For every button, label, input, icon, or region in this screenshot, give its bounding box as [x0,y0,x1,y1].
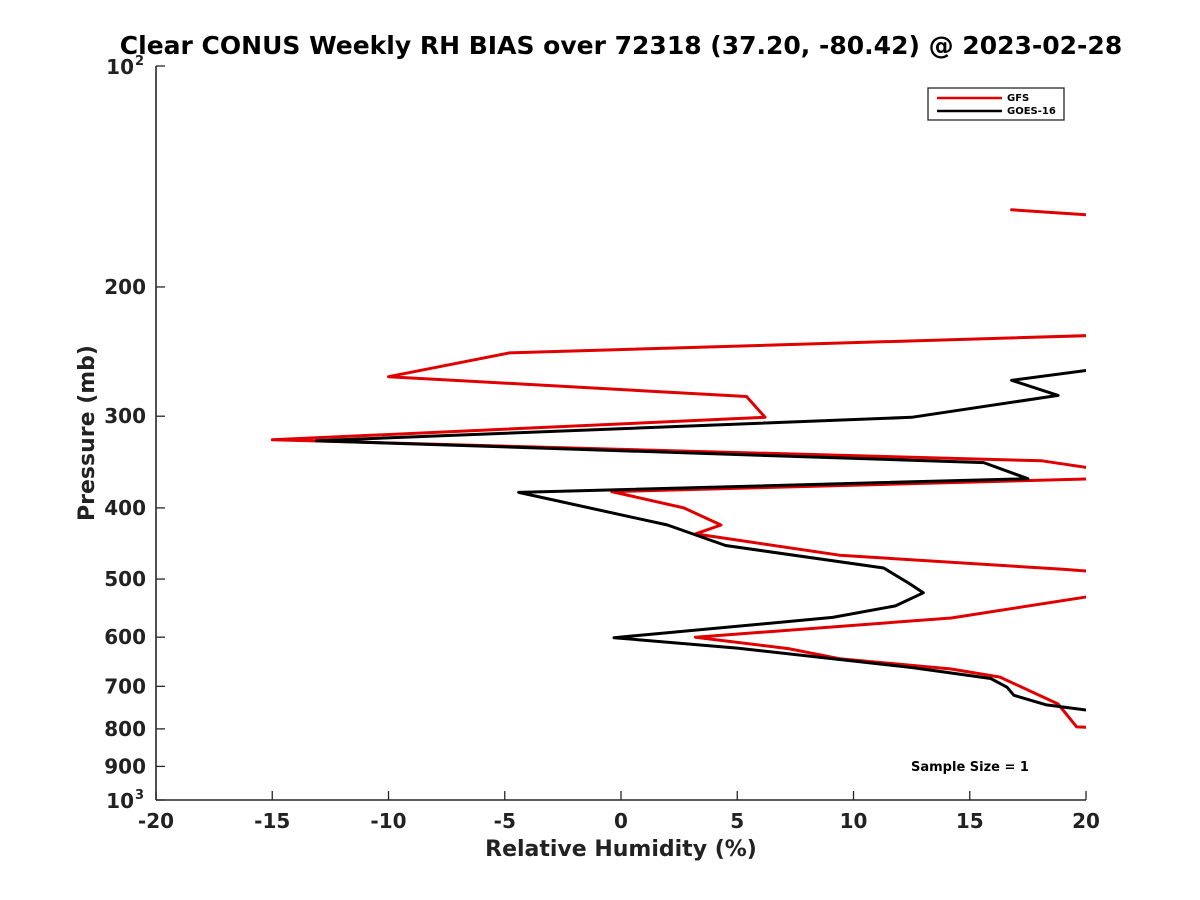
x-tick-label: -20 [138,809,174,833]
series-line-gfs [270,208,1086,729]
y-tick-label: 900 [104,754,146,778]
y-tick-label: 400 [104,496,146,520]
legend-box [927,87,1065,121]
y-tick-label: 500 [104,567,146,591]
x-axis-label: Relative Humidity (%) [485,837,757,862]
y-tick-label-base: 10 [106,55,134,79]
x-tick-label: 5 [730,809,744,833]
y-tick-label-base: 10 [106,789,134,813]
x-tick-label: -5 [494,809,516,833]
y-tick-label-exponent: 3 [135,788,144,803]
x-tick-label: 10 [840,809,868,833]
legend-label-gfs: GFS [1007,93,1029,104]
x-axis-ticks: -20 -15 -10 -5 0 5 10 15 20 [138,791,1100,833]
y-axis-label: Pressure (mb) [75,345,100,521]
y-tick-label: 300 [104,404,146,428]
chart-title: Clear CONUS Weekly RH BIAS over 72318 (3… [120,31,1122,60]
x-tick-label: -15 [254,809,290,833]
x-tick-label: -10 [370,809,406,833]
x-tick-label: 0 [614,809,628,833]
legend: GFS GOES-16 [927,87,1065,121]
series-line-goes16 [314,369,1086,712]
sample-size-annotation: Sample Size = 1 [911,760,1029,775]
series-layer [270,208,1086,729]
legend-label-goes16: GOES-16 [1007,106,1056,117]
x-tick-label: 20 [1072,809,1100,833]
x-tick-label: 15 [956,809,984,833]
y-tick-label: 600 [104,625,146,649]
y-tick-label: 200 [104,275,146,299]
y-tick-label-exponent: 2 [135,54,144,69]
y-tick-label: 700 [104,674,146,698]
y-tick-label: 800 [104,717,146,741]
